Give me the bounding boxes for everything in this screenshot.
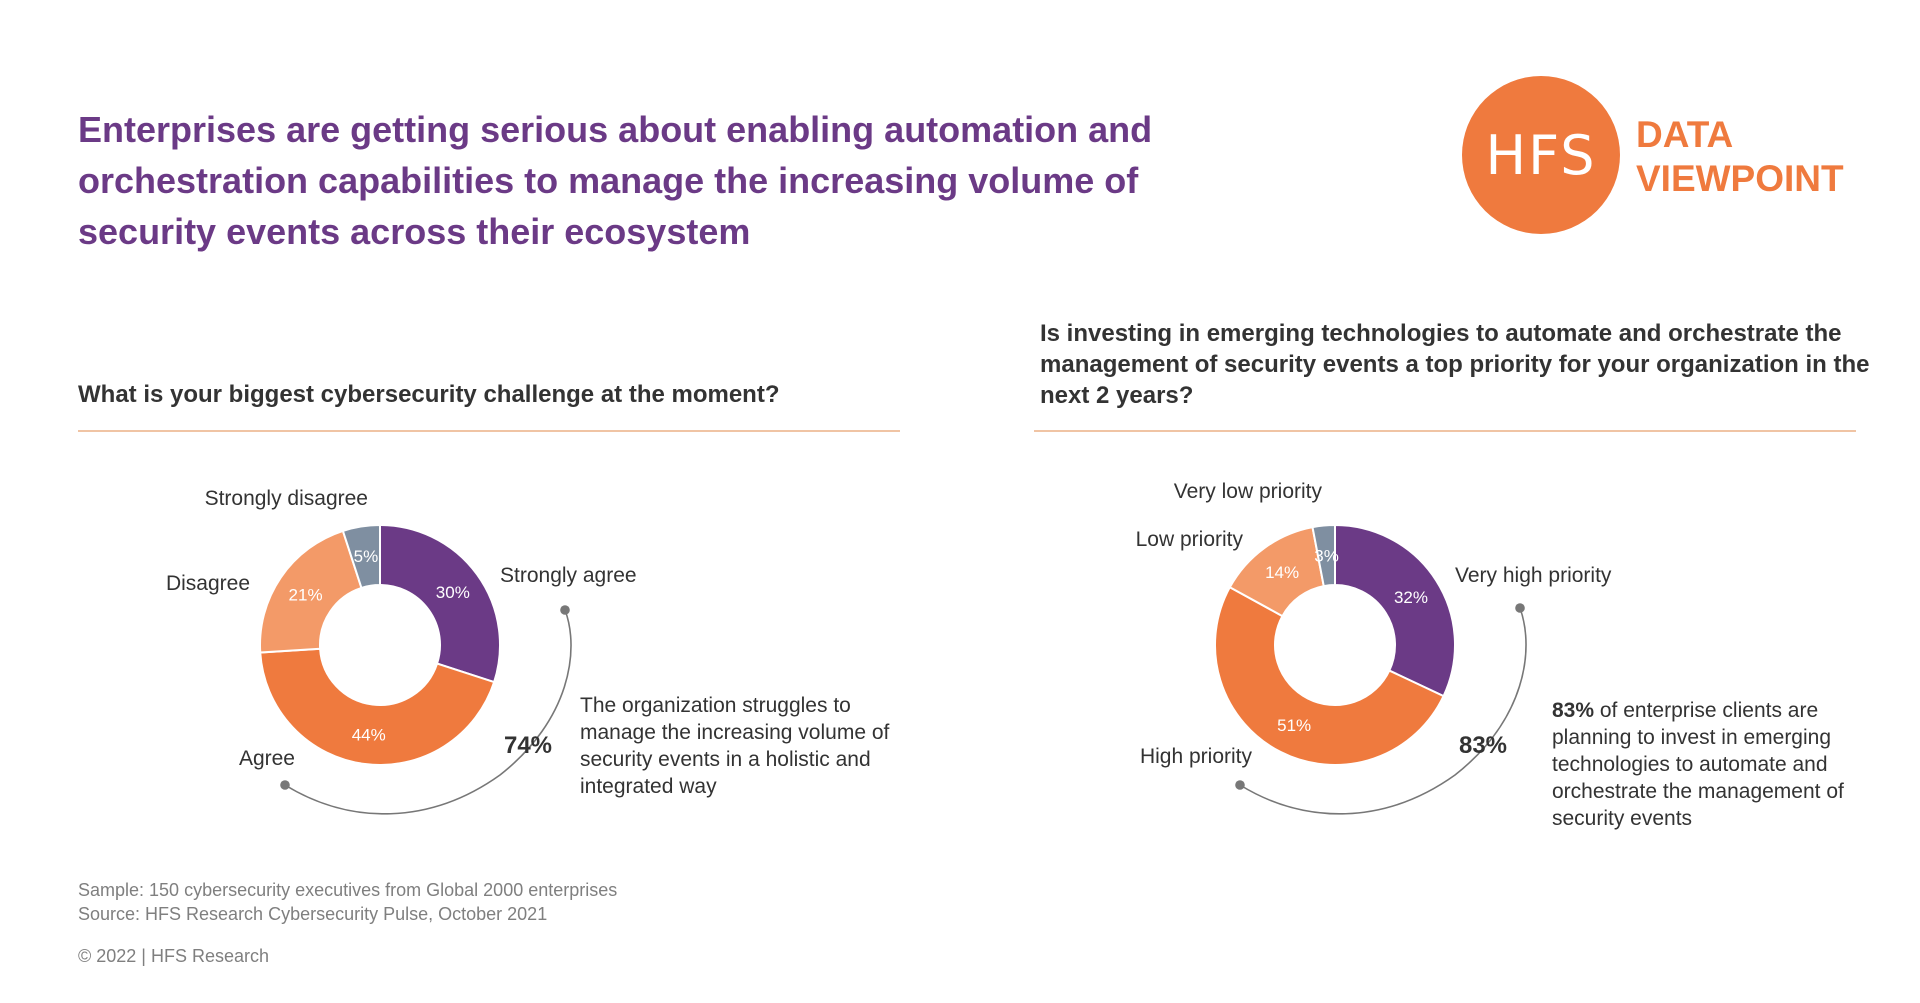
right-total-label: 83% bbox=[1459, 732, 1507, 759]
donut-slice-very-high-priority bbox=[1334, 523, 1456, 698]
logo-tag-line2: VIEWPOINT bbox=[1636, 158, 1844, 199]
category-label-low-priority: Low priority bbox=[1136, 528, 1244, 551]
right-donut-chart: 32% Very high priority 51% High priority 14%… bbox=[1136, 480, 1612, 768]
donut-slice-strongly-agree bbox=[379, 523, 501, 684]
right-question: Is investing in emerging technologies to… bbox=[1040, 320, 1870, 409]
hfs-logo-mark: HFS bbox=[1462, 76, 1620, 234]
footer-copyright: © 2022 | HFS Research bbox=[78, 946, 270, 966]
category-label-strongly-agree: Strongly agree bbox=[500, 564, 637, 587]
left-bracket-arc bbox=[280, 605, 572, 815]
right-note-highlight: 83% bbox=[1552, 699, 1595, 722]
value-label-disagree: 21% bbox=[289, 585, 323, 604]
category-label-very-high-priority: Very high priority bbox=[1455, 564, 1612, 587]
left-note: The organization struggles to manage the… bbox=[580, 694, 890, 798]
category-label-agree: Agree bbox=[239, 747, 295, 770]
logo-tag-line1: DATA bbox=[1636, 114, 1734, 155]
value-label-very-low-priority: 3% bbox=[1314, 546, 1339, 565]
left-question: What is your biggest cybersecurity chall… bbox=[78, 381, 780, 408]
value-label-strongly-disagree: 5% bbox=[354, 547, 379, 566]
footer-source: Source: HFS Research Cybersecurity Pulse… bbox=[78, 904, 548, 924]
headline: Enterprises are getting serious about en… bbox=[78, 109, 1153, 252]
right-note-text: of enterprise clients are planning to in… bbox=[1552, 699, 1844, 830]
category-label-strongly-disagree: Strongly disagree bbox=[205, 487, 368, 510]
value-label-very-high-priority: 32% bbox=[1394, 588, 1428, 607]
category-label-high-priority: High priority bbox=[1140, 745, 1253, 768]
logo-tagline: DATA VIEWPOINT bbox=[1636, 113, 1844, 201]
hfs-logo: HFS DATA VIEWPOINT bbox=[1462, 76, 1862, 236]
value-label-high-priority: 51% bbox=[1277, 716, 1311, 735]
left-total-label: 74% bbox=[504, 732, 552, 759]
category-label-very-low-priority: Very low priority bbox=[1174, 480, 1323, 503]
left-donut-chart: 30% Strongly agree 44% Agree 21% Disagree 5% St… bbox=[166, 487, 637, 770]
right-note: 83% of enterprise clients are planning t… bbox=[1552, 697, 1872, 832]
donut-slice-strongly-disagree bbox=[341, 523, 381, 590]
category-label-disagree: Disagree bbox=[166, 572, 250, 595]
footer-sample: Sample: 150 cybersecurity executives fro… bbox=[78, 880, 618, 900]
donut-slice-very-low-priority bbox=[1311, 523, 1336, 588]
left-divider bbox=[78, 430, 900, 432]
value-label-agree: 44% bbox=[352, 725, 386, 744]
right-divider bbox=[1034, 430, 1856, 432]
right-bracket-arc bbox=[1235, 603, 1527, 815]
value-label-low-priority: 14% bbox=[1265, 563, 1299, 582]
value-label-strongly-agree: 30% bbox=[436, 583, 470, 602]
